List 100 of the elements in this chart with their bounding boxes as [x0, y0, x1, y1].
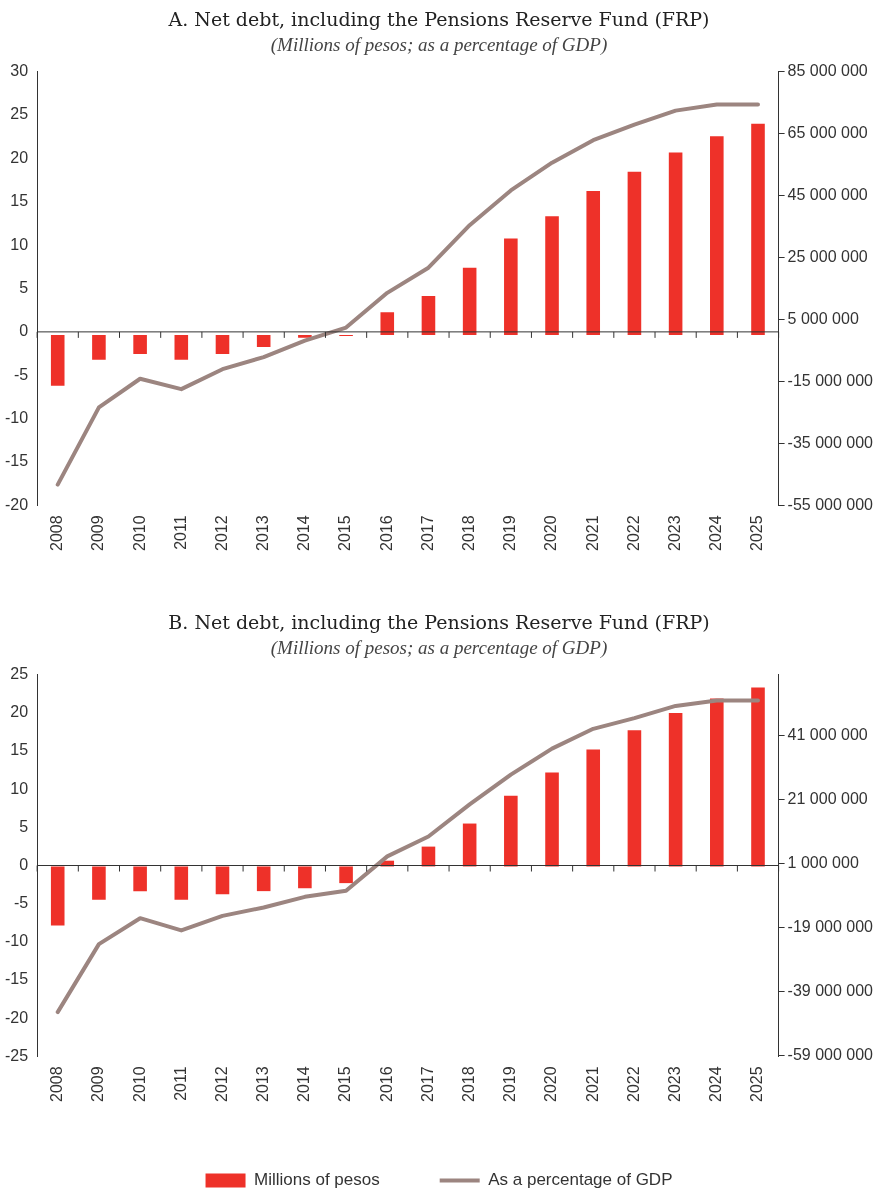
y2-tick-label: 65 000 000 [787, 123, 868, 141]
x-tick-label: 2024 [707, 1066, 725, 1102]
bar [339, 866, 353, 884]
chart-title: B. Net debt, including the Pensions Reserve Fund (FRP) [168, 611, 710, 634]
y2-tick-label: -55 000 000 [787, 495, 874, 513]
y2-tick-label: 21 000 000 [787, 789, 868, 807]
bar [751, 687, 765, 867]
y-tick-label: 5 [19, 278, 29, 296]
x-tick-label: 2013 [254, 1066, 272, 1102]
x-tick-label: 2015 [336, 1066, 354, 1102]
x-tick-label: 2022 [624, 1066, 642, 1102]
x-tick-label: 2017 [418, 1066, 436, 1102]
bar [710, 136, 724, 335]
y2-tick-label: 25 000 000 [787, 247, 868, 265]
y-tick-label: -10 [5, 409, 29, 427]
y-tick-label: 10 [10, 235, 29, 253]
bar [668, 713, 683, 867]
bar [256, 866, 271, 892]
y-tick-label: 25 [10, 665, 29, 683]
x-tick-label: 2019 [501, 515, 519, 551]
x-tick-label: 2023 [666, 515, 684, 551]
bar [462, 267, 477, 335]
y-tick-label: 0 [19, 855, 29, 873]
y-tick-label: 20 [10, 148, 29, 166]
x-tick-label: 2013 [254, 515, 272, 551]
bar [751, 123, 765, 335]
y-tick-label: -15 [5, 452, 29, 470]
legend-label: Millions of pesos [254, 1170, 380, 1190]
bar [50, 334, 65, 386]
bar [586, 190, 601, 335]
x-tick-label: 2012 [212, 1066, 230, 1102]
x-tick-label: 2011 [171, 1066, 189, 1101]
bar [174, 334, 189, 360]
y-tick-label: 15 [10, 192, 29, 210]
y2-tick-label: -19 000 000 [787, 917, 874, 935]
x-tick-label: 2016 [377, 515, 395, 551]
bar [545, 772, 559, 867]
y2-tick-label: -15 000 000 [787, 371, 874, 389]
x-tick-label: 2014 [295, 515, 313, 551]
x-tick-label: 2008 [48, 1066, 66, 1102]
bar [133, 334, 147, 354]
y-tick-label: -15 [5, 970, 29, 988]
y2-tick-label: 45 000 000 [787, 185, 868, 203]
bar [133, 866, 147, 892]
x-tick-label: 2017 [418, 515, 436, 551]
chart-subtitle: (Millions of pesos; as a percentage of GDP) [270, 637, 608, 660]
x-tick-label: 2009 [89, 515, 107, 551]
y-tick-label: 15 [10, 741, 29, 759]
bar [215, 334, 230, 354]
y2-tick-label: 5 000 000 [787, 309, 859, 327]
bar [298, 866, 312, 889]
bar [627, 730, 642, 867]
bar [627, 171, 642, 335]
x-tick-label: 2009 [89, 1066, 107, 1102]
y-tick-label: -5 [13, 365, 29, 383]
x-tick-label: 2012 [212, 515, 230, 551]
x-tick-label: 2021 [583, 515, 601, 551]
x-tick-label: 2010 [130, 1066, 148, 1102]
x-tick-label: 2008 [48, 515, 66, 551]
bar [504, 795, 518, 867]
y-tick-label: 25 [10, 105, 29, 123]
bar [174, 866, 189, 900]
x-tick-label: 2022 [624, 515, 642, 551]
bar [50, 866, 65, 926]
x-tick-label: 2015 [336, 515, 354, 551]
chart-subtitle: (Millions of pesos; as a percentage of GDP) [270, 34, 608, 57]
y-tick-label: -20 [5, 1008, 29, 1026]
x-tick-label: 2025 [748, 515, 766, 551]
y2-tick-label: -35 000 000 [787, 433, 874, 451]
y-tick-label: -25 [5, 1046, 29, 1064]
bar [421, 295, 436, 335]
x-tick-label: 2023 [666, 1066, 684, 1102]
y-tick-label: 0 [19, 322, 29, 340]
y2-tick-label: -59 000 000 [787, 1045, 874, 1063]
chart-title: A. Net debt, including the Pensions Reserve Fund (FRP) [167, 8, 710, 31]
x-tick-label: 2010 [130, 515, 148, 551]
x-tick-label: 2025 [748, 1066, 766, 1102]
bar [380, 312, 395, 335]
x-tick-label: 2021 [583, 1066, 601, 1102]
y-tick-label: -10 [5, 932, 29, 950]
y2-tick-label: 1 000 000 [787, 853, 859, 871]
y2-tick-label: -39 000 000 [787, 981, 874, 999]
y2-tick-label: 41 000 000 [787, 725, 868, 743]
y-tick-label: 20 [10, 703, 29, 721]
bar [215, 866, 230, 895]
x-tick-label: 2018 [460, 515, 478, 551]
bar [668, 152, 683, 335]
y-tick-label: -5 [13, 894, 29, 912]
bar [462, 823, 477, 867]
legend-label: As a percentage of GDP [488, 1170, 673, 1190]
x-tick-label: 2020 [542, 515, 560, 551]
bar [504, 238, 518, 335]
bar [92, 866, 106, 900]
x-tick-label: 2019 [501, 1066, 519, 1102]
bar [586, 749, 601, 867]
x-tick-label: 2011 [171, 515, 189, 550]
y-tick-label: 30 [10, 62, 29, 80]
x-tick-label: 2020 [542, 1066, 560, 1102]
bar [92, 334, 106, 360]
bar [545, 216, 559, 335]
